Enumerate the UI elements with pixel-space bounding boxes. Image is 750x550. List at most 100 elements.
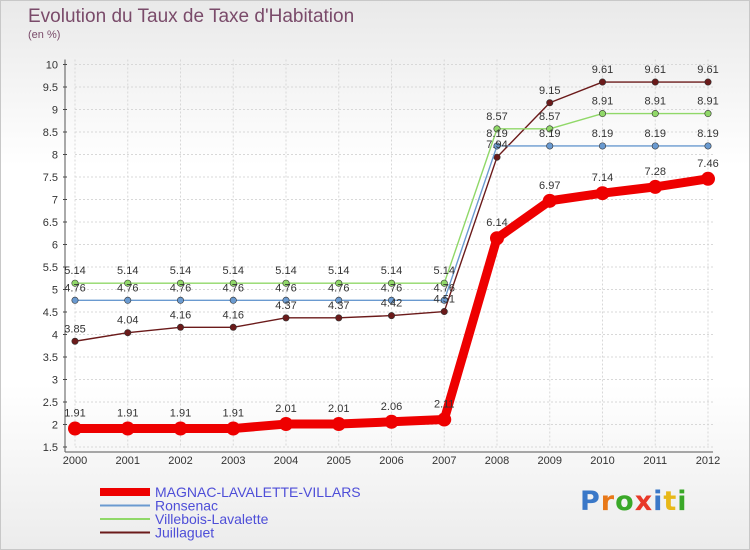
data-point [598,142,606,150]
data-label: 7.14 [592,172,613,184]
data-label: 4.76 [328,282,349,294]
x-tick-label: 2003 [221,455,245,467]
data-point [701,171,715,186]
data-point [651,110,659,118]
y-tick-label: 9 [52,105,58,117]
data-point [546,125,554,133]
data-point [173,421,188,436]
x-tick-label: 2007 [432,455,456,467]
data-point [229,296,237,304]
logo-letter: r [600,486,616,517]
data-labels-layer: 3.85 4.04 4.16 4.16 4.37 4.37 4.42 4.51 7.94 9.15… [64,64,718,420]
data-point [598,110,606,118]
data-point [335,314,343,322]
data-label: 4.76 [223,282,244,294]
data-label: 8.19 [592,128,613,140]
data-label: 6.97 [539,180,560,192]
data-point [71,296,79,304]
series-layer [68,78,715,436]
logo-letter: t [663,486,678,517]
data-point [229,279,237,287]
y-tick-label: 2.5 [43,397,58,409]
data-point [71,279,79,287]
proxiti-logo: Proxiti [580,486,688,517]
data-point [177,323,185,331]
data-label: 4.76 [117,282,138,294]
y-tick-label: 7 [52,195,58,207]
data-label: 9.61 [592,64,613,76]
data-label: 8.19 [697,128,718,140]
data-point [335,279,343,287]
x-tick-label: 2000 [63,455,87,467]
data-label: 4.76 [434,282,455,294]
data-label: 8.91 [645,96,666,108]
data-point [595,186,610,201]
data-label: 4.51 [434,294,455,306]
data-label: 1.91 [64,408,85,420]
legend-label: Villebois-Lavalette [155,511,269,527]
data-point [177,279,185,287]
data-label: 5.14 [328,265,349,277]
data-label: 5.14 [223,265,244,277]
grid-layer [74,59,713,448]
data-label: 4.76 [64,282,85,294]
x-tick-label: 2002 [168,455,192,467]
data-point [387,279,395,287]
data-label: 5.14 [275,265,296,277]
data-label: 5.14 [170,265,191,277]
axes-layer: 1.5 2 2.5 3 3.5 4 4.5 5 5.5 6 6.5 7 7.5 8 8.5 9 9.5 10 200… [43,59,720,467]
data-point [282,296,290,304]
legend: MAGNAC-LAVALETTE-VILLARSRonsenacVilleboi… [100,484,361,541]
logo-letter: P [580,486,601,517]
data-label: 2.01 [328,403,349,415]
data-label: 1.91 [223,408,244,420]
data-point [226,421,241,436]
data-point [704,142,712,150]
data-label: 4.16 [223,309,244,321]
logo-letter: i [677,486,688,517]
x-tick-label: 2004 [274,455,298,467]
data-label: 4.42 [381,298,402,310]
data-point [598,78,606,86]
data-point [704,110,712,118]
x-tick-label: 2005 [327,455,351,467]
data-point [279,417,293,432]
data-label: 3.85 [64,323,85,335]
data-point [440,279,448,287]
data-point [387,312,395,320]
data-label: 9.15 [539,85,560,97]
y-tick-label: 6.5 [43,217,58,229]
x-tick-label: 2006 [379,455,403,467]
y-tick-label: 9.5 [43,82,58,94]
data-label: 8.91 [592,96,613,108]
logo-letter: i [653,486,664,517]
data-point [124,279,132,287]
data-point [437,412,452,427]
data-point [124,296,132,304]
data-point [229,323,237,331]
data-point [71,337,79,345]
x-tick-label: 2009 [538,455,562,467]
data-point [651,142,659,150]
data-label: 4.76 [381,282,402,294]
x-tick-label: 2010 [590,455,614,467]
legend-label: Ronsenac [155,498,218,514]
data-label: 8.91 [697,96,718,108]
data-point [440,308,448,316]
data-label: 1.91 [170,408,191,420]
data-point [335,296,343,304]
data-label: 6.14 [486,217,507,229]
data-point [282,279,290,287]
data-point [384,414,399,429]
data-label: 8.19 [539,128,560,140]
data-point [493,153,501,161]
data-label: 8.57 [486,111,507,123]
data-label: 7.94 [486,139,507,151]
data-label: 5.14 [434,265,455,277]
legend-label: MAGNAC-LAVALETTE-VILLARS [155,484,361,500]
data-label: 4.04 [117,315,138,327]
data-label: 2.06 [381,401,402,413]
x-tick-label: 2012 [696,455,720,467]
